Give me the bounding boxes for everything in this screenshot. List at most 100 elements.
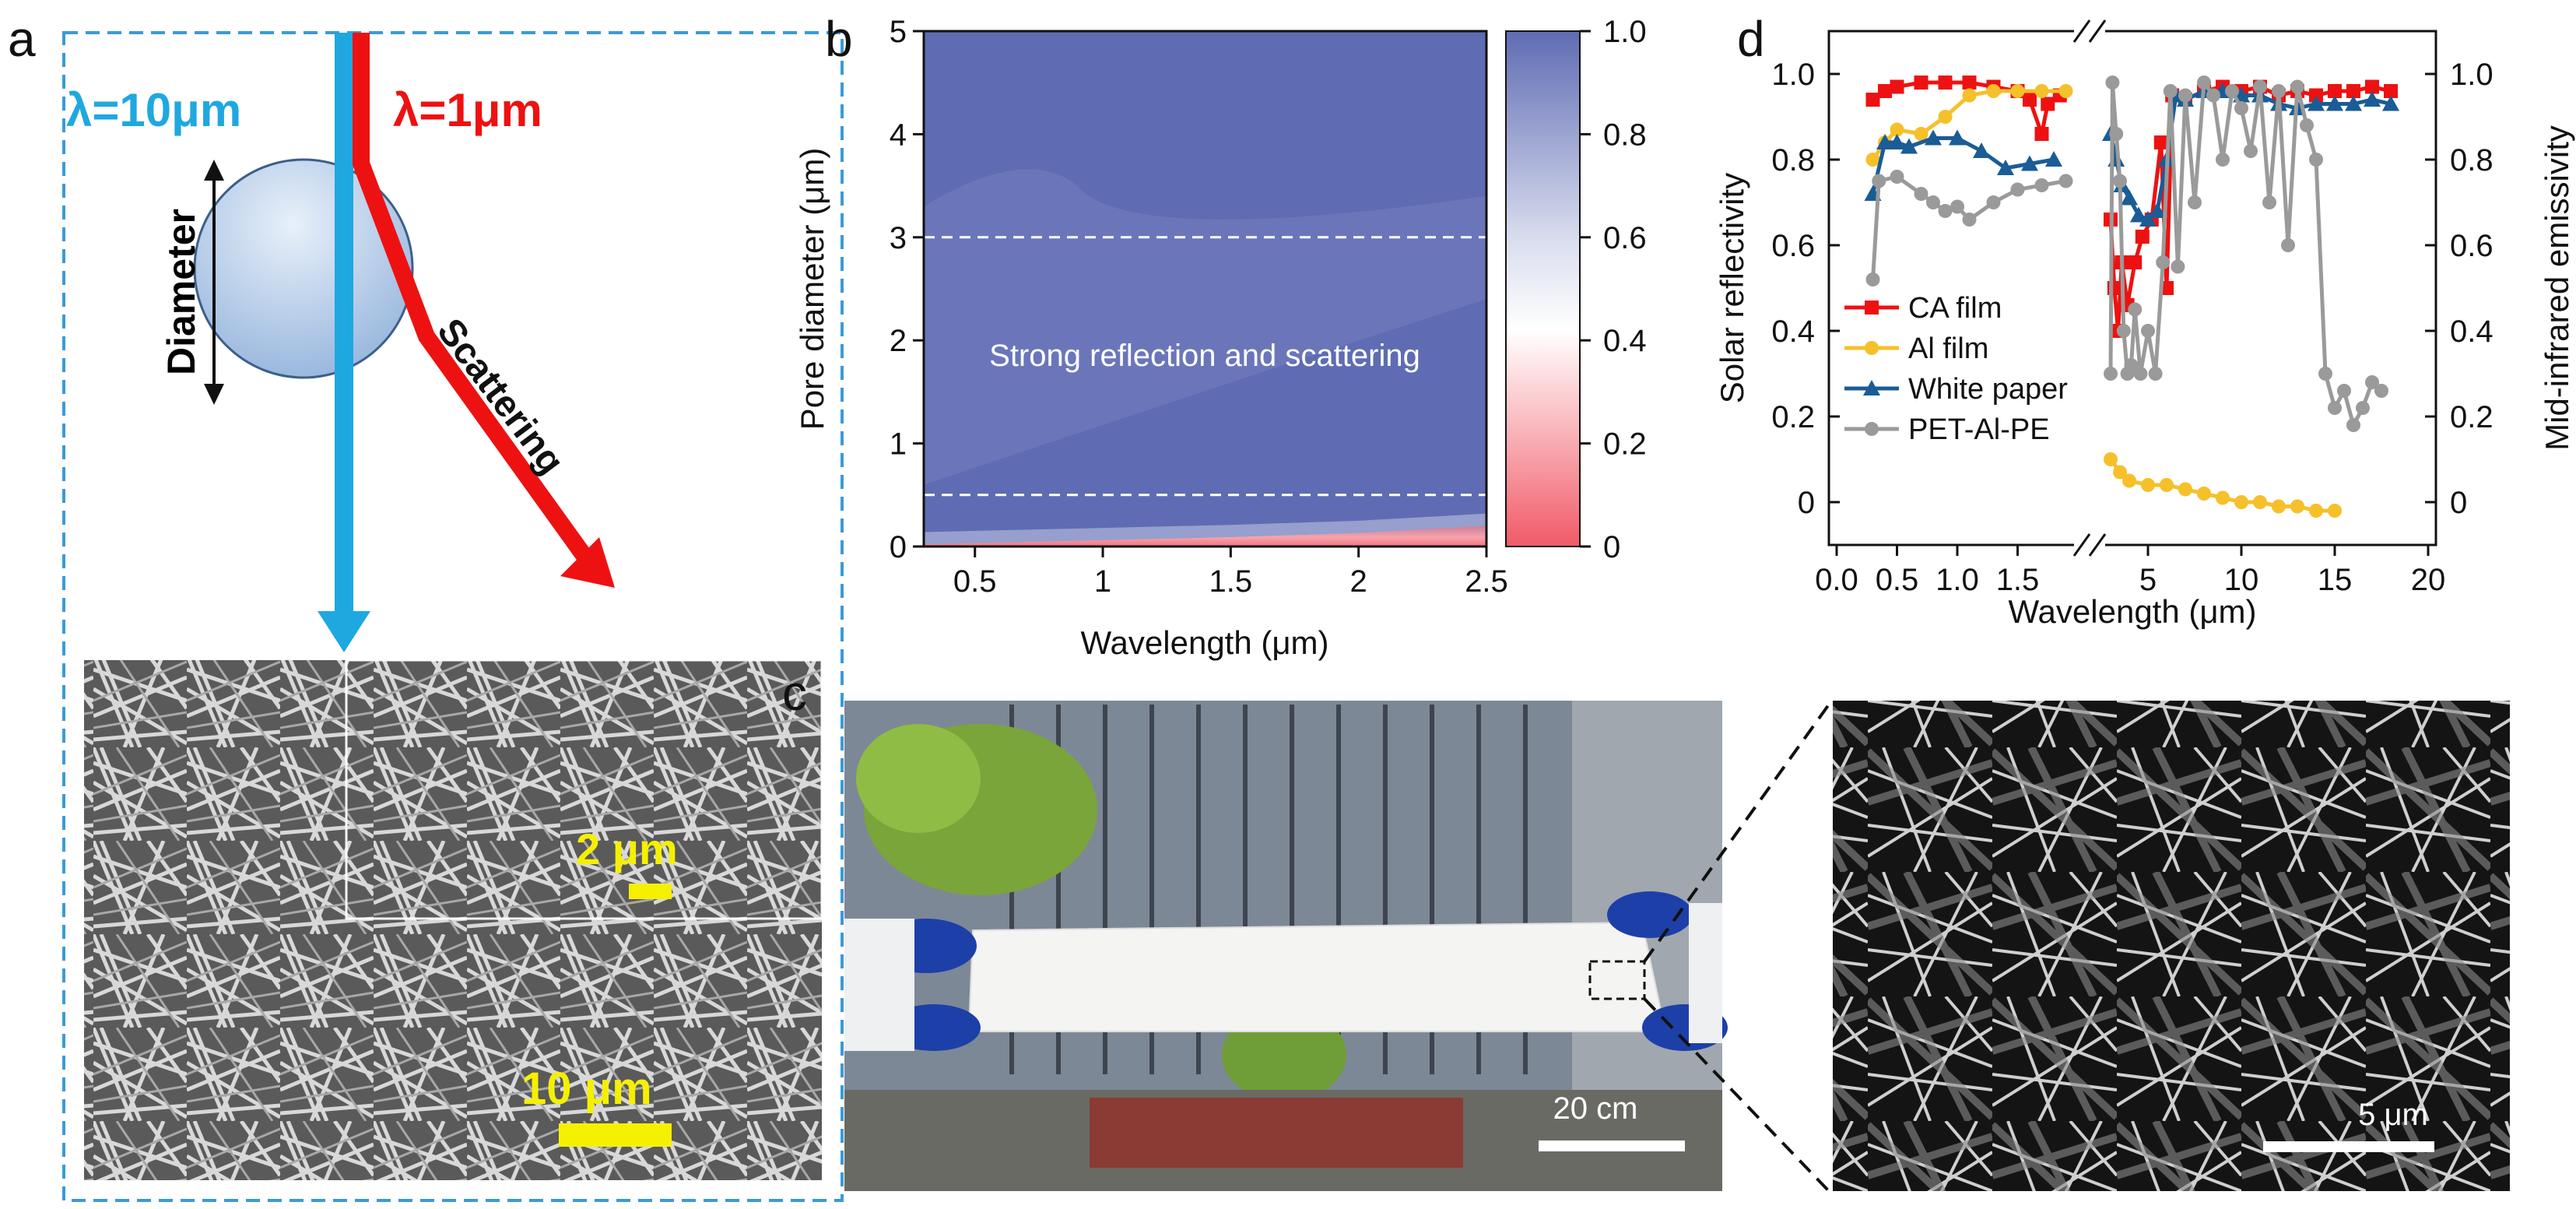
data-point (2121, 189, 2138, 206)
plot-d-y-tick-label-left: 0.6 (1771, 229, 1815, 263)
data-point (2153, 135, 2168, 149)
panel-b: b 0.5 1 1.5 2 2.5 0 1 2 3 4 5 Strong reflection an… (794, 11, 1647, 661)
legend: CA film Al film White paper PET-Al-PE (1844, 292, 2068, 446)
data-point (2318, 367, 2332, 381)
data-point (1865, 272, 1880, 286)
data-point (1925, 129, 1942, 146)
data-point (2253, 495, 2267, 509)
data-point (2141, 478, 2155, 492)
plot-d-frame (1827, 30, 2437, 547)
data-point (2346, 418, 2360, 432)
white-film (967, 921, 1667, 1032)
data-point (1949, 129, 1966, 146)
data-point (2253, 79, 2267, 94)
data-point (1938, 76, 1953, 90)
legend-label: CA film (1908, 292, 2002, 325)
photo-scale-text: 20 cm (1553, 1091, 1638, 1126)
data-point (1997, 160, 2014, 175)
plot-d-y-tick-label-left: 0.2 (1771, 400, 1815, 434)
data-point (2328, 504, 2342, 518)
data-point (2045, 151, 2062, 167)
plot-d-x-label: Wavelength (μm) (2008, 593, 2256, 630)
data-point (1914, 76, 1928, 90)
long-wave-beam (335, 33, 353, 617)
data-point (2023, 93, 2037, 107)
data-point (1900, 138, 1918, 154)
colorbar-tick-label: 0.4 (1603, 324, 1647, 358)
data-point (2104, 367, 2118, 381)
diameter-label: Diameter (160, 209, 203, 375)
data-point (1962, 213, 1977, 227)
data-point (1914, 127, 1928, 141)
data-point (2021, 155, 2038, 171)
data-point (2309, 504, 2323, 518)
heatmap-x-tick-label: 1.5 (1209, 564, 1253, 599)
zoom-line-top (1643, 703, 1830, 963)
data-point (2034, 178, 2049, 192)
colorbar (1505, 30, 1581, 547)
heatmap: 0.5 1 1.5 2 2.5 0 1 2 3 4 5 (890, 15, 1508, 599)
data-point (2364, 91, 2381, 107)
data-point (2163, 84, 2178, 98)
data-point (2160, 478, 2174, 492)
data-point (2384, 84, 2398, 98)
data-point (1950, 199, 1964, 214)
series-line-solar (1871, 136, 2055, 195)
data-point (2113, 174, 2127, 188)
outdoor-photo (844, 701, 1728, 1191)
data-point (1878, 84, 1892, 98)
plot-d: 0 0 0.2 0.2 0.4 0.4 0.6 0.6 0.8 0.8 1.0 1.0 0.0 0.5 1.… (1771, 58, 2493, 597)
data-point (2148, 367, 2163, 381)
plot-d-x-tick-label: 5 (2139, 563, 2157, 597)
data-point (1986, 195, 2001, 209)
data-point (2337, 384, 2351, 398)
heatmap-x-label: Wavelength (μm) (1080, 624, 1328, 661)
heatmap-band (924, 169, 1486, 485)
data-point (2308, 95, 2325, 111)
data-point (1890, 79, 1904, 94)
data-point (2272, 499, 2286, 514)
data-point (1876, 134, 1893, 149)
data-point (1865, 153, 1880, 167)
data-point (2328, 401, 2342, 415)
data-point (2130, 206, 2147, 223)
series-pet-al-pe (1865, 76, 2388, 432)
data-point (1865, 93, 1880, 107)
data-point (2345, 95, 2362, 111)
data-point (2139, 211, 2157, 227)
sem-zoom-scale-text: 5 μm (2358, 1098, 2428, 1132)
plot-d-y-tick-label-left: 0 (1798, 486, 1815, 520)
series-line-solar (1871, 174, 2066, 280)
long-wave-label: λ=10μm (66, 84, 241, 136)
heatmap-annotation: Strong reflection and scattering (989, 339, 1420, 373)
heatmap-x-tick-label: 0.5 (953, 564, 997, 599)
photo-scale-bar (1539, 1140, 1685, 1151)
data-point (2058, 174, 2073, 188)
data-point (1938, 204, 1953, 218)
heatmap-y-tick-label: 5 (890, 15, 907, 49)
data-point (2105, 76, 2120, 90)
plot-d-y-tick-label-right: 1.0 (2450, 58, 2494, 92)
data-point (2122, 473, 2136, 488)
data-point (2382, 95, 2399, 111)
scattering-label: Scattering (429, 311, 572, 482)
data-point (2135, 230, 2150, 244)
legend-label: Al film (1908, 332, 1988, 365)
data-point (2124, 358, 2139, 372)
panel-c-letter: c (782, 665, 807, 721)
heatmap-x-tick-label: 2.5 (1465, 564, 1508, 599)
data-point (2041, 97, 2055, 111)
plot-d-x-tick-label: 20 (2411, 563, 2446, 597)
heatmap-y-label: Pore diameter (μm) (794, 148, 830, 431)
panel-b-letter: b (825, 11, 853, 67)
heatmap-low-region-core (924, 525, 1486, 547)
heatmap-y-tick-label: 3 (890, 221, 907, 255)
data-point (2128, 302, 2143, 317)
zoom-region (1588, 960, 1646, 1000)
data-point (2328, 84, 2342, 98)
plot-d-y-tick-label-right: 0.6 (2450, 229, 2494, 263)
data-point (2197, 76, 2211, 90)
plot-d-x-tick-label: 1.0 (1936, 563, 1979, 597)
sem-large-scale-text: 10 μm (521, 1063, 652, 1114)
